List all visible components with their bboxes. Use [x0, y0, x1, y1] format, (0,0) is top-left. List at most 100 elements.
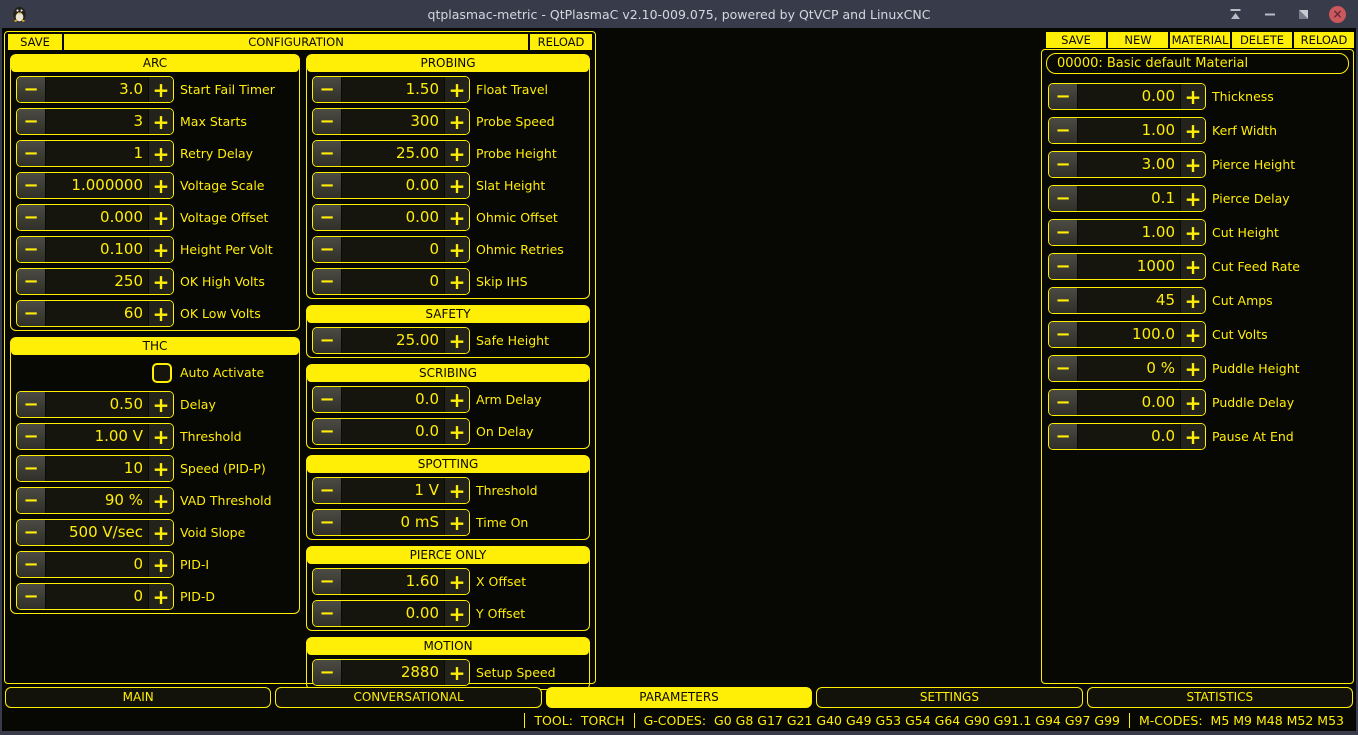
increment-button[interactable]: + — [148, 584, 173, 609]
increment-button[interactable]: + — [444, 569, 469, 594]
spinbox-value[interactable]: 0.1 — [1151, 189, 1175, 207]
decrement-button[interactable]: − — [313, 569, 342, 594]
spinbox-value[interactable]: 0.100 — [100, 240, 143, 258]
spinbox-value[interactable]: 90 % — [104, 491, 143, 509]
tab-settings[interactable]: SETTINGS — [816, 687, 1083, 708]
tab-main[interactable]: MAIN — [5, 687, 272, 708]
decrement-button[interactable]: − — [17, 424, 46, 449]
spinbox-value[interactable]: 1.00 V — [94, 427, 143, 445]
config-save-button[interactable]: SAVE — [8, 34, 62, 50]
decrement-button[interactable]: − — [17, 269, 46, 294]
increment-button[interactable]: + — [1180, 322, 1205, 347]
spinbox-value[interactable]: 0 — [133, 555, 143, 573]
spinbox-value[interactable]: 0.0 — [415, 422, 439, 440]
decrement-button[interactable]: − — [313, 478, 342, 503]
increment-button[interactable]: + — [444, 419, 469, 444]
decrement-button[interactable]: − — [17, 109, 46, 134]
spinbox-value[interactable]: 60 — [123, 304, 143, 322]
increment-button[interactable]: + — [148, 392, 173, 417]
decrement-button[interactable]: − — [17, 141, 46, 166]
spinbox-value[interactable]: 25.00 — [396, 144, 439, 162]
decrement-button[interactable]: − — [1049, 390, 1078, 415]
decrement-button[interactable]: − — [1049, 424, 1078, 449]
increment-button[interactable]: + — [1180, 84, 1205, 109]
shade-icon[interactable] — [1227, 6, 1244, 23]
spinbox-value[interactable]: 0.00 — [405, 208, 439, 226]
minimize-icon[interactable] — [1261, 6, 1278, 23]
material-select[interactable]: 00000: Basic default Material — [1046, 53, 1349, 74]
increment-button[interactable]: + — [148, 552, 173, 577]
restore-icon[interactable] — [1295, 6, 1312, 23]
decrement-button[interactable]: − — [313, 660, 342, 685]
increment-button[interactable]: + — [444, 109, 469, 134]
decrement-button[interactable]: − — [17, 552, 46, 577]
increment-button[interactable]: + — [148, 456, 173, 481]
spinbox-value[interactable]: 0.0 — [415, 390, 439, 408]
decrement-button[interactable]: − — [313, 205, 342, 230]
decrement-button[interactable]: − — [313, 269, 342, 294]
increment-button[interactable]: + — [148, 237, 173, 262]
increment-button[interactable]: + — [1180, 186, 1205, 211]
decrement-button[interactable]: − — [1049, 84, 1078, 109]
increment-button[interactable]: + — [148, 520, 173, 545]
decrement-button[interactable]: − — [17, 456, 46, 481]
spinbox-value[interactable]: 300 — [410, 112, 439, 130]
material-new-button[interactable]: NEW — [1108, 32, 1168, 48]
increment-button[interactable]: + — [1180, 390, 1205, 415]
increment-button[interactable]: + — [444, 173, 469, 198]
decrement-button[interactable]: − — [17, 237, 46, 262]
decrement-button[interactable]: − — [1049, 118, 1078, 143]
spinbox-value[interactable]: 0 — [429, 240, 439, 258]
spinbox-value[interactable]: 3.0 — [119, 80, 143, 98]
config-reload-button[interactable]: RELOAD — [530, 34, 592, 50]
increment-button[interactable]: + — [444, 387, 469, 412]
increment-button[interactable]: + — [148, 301, 173, 326]
decrement-button[interactable]: − — [17, 205, 46, 230]
decrement-button[interactable]: − — [17, 520, 46, 545]
increment-button[interactable]: + — [1180, 288, 1205, 313]
decrement-button[interactable]: − — [1049, 322, 1078, 347]
decrement-button[interactable]: − — [313, 237, 342, 262]
spinbox-value[interactable]: 1.00 — [1141, 223, 1175, 241]
increment-button[interactable]: + — [444, 510, 469, 535]
increment-button[interactable]: + — [444, 205, 469, 230]
increment-button[interactable]: + — [148, 141, 173, 166]
increment-button[interactable]: + — [148, 424, 173, 449]
spinbox-value[interactable]: 25.00 — [396, 331, 439, 349]
increment-button[interactable]: + — [148, 173, 173, 198]
increment-button[interactable]: + — [444, 269, 469, 294]
tab-parameters[interactable]: PARAMETERS — [545, 687, 813, 708]
increment-button[interactable]: + — [444, 601, 469, 626]
increment-button[interactable]: + — [148, 205, 173, 230]
spinbox-value[interactable]: 100.0 — [1132, 325, 1175, 343]
increment-button[interactable]: + — [444, 478, 469, 503]
decrement-button[interactable]: − — [313, 601, 342, 626]
spinbox-value[interactable]: 3.00 — [1141, 155, 1175, 173]
decrement-button[interactable]: − — [17, 584, 46, 609]
spinbox-value[interactable]: 500 V/sec — [68, 523, 143, 541]
spinbox-value[interactable]: 0 — [429, 272, 439, 290]
decrement-button[interactable]: − — [313, 387, 342, 412]
decrement-button[interactable]: − — [313, 141, 342, 166]
tab-conversational[interactable]: CONVERSATIONAL — [275, 687, 542, 708]
decrement-button[interactable]: − — [313, 328, 342, 353]
spinbox-value[interactable]: 2880 — [400, 663, 439, 681]
increment-button[interactable]: + — [1180, 424, 1205, 449]
spinbox-value[interactable]: 10 — [123, 459, 143, 477]
spinbox-value[interactable]: 1.50 — [405, 80, 439, 98]
increment-button[interactable]: + — [1180, 152, 1205, 177]
spinbox-value[interactable]: 1.00 — [1141, 121, 1175, 139]
decrement-button[interactable]: − — [313, 510, 342, 535]
increment-button[interactable]: + — [444, 77, 469, 102]
increment-button[interactable]: + — [148, 77, 173, 102]
spinbox-value[interactable]: 0.00 — [405, 604, 439, 622]
spinbox-value[interactable]: 1.60 — [405, 572, 439, 590]
decrement-button[interactable]: − — [17, 392, 46, 417]
material-delete-button[interactable]: DELETE — [1232, 32, 1292, 48]
spinbox-value[interactable]: 0.00 — [405, 176, 439, 194]
increment-button[interactable]: + — [1180, 118, 1205, 143]
decrement-button[interactable]: − — [1049, 288, 1078, 313]
increment-button[interactable]: + — [1180, 220, 1205, 245]
spinbox-value[interactable]: 0 — [133, 587, 143, 605]
increment-button[interactable]: + — [444, 237, 469, 262]
